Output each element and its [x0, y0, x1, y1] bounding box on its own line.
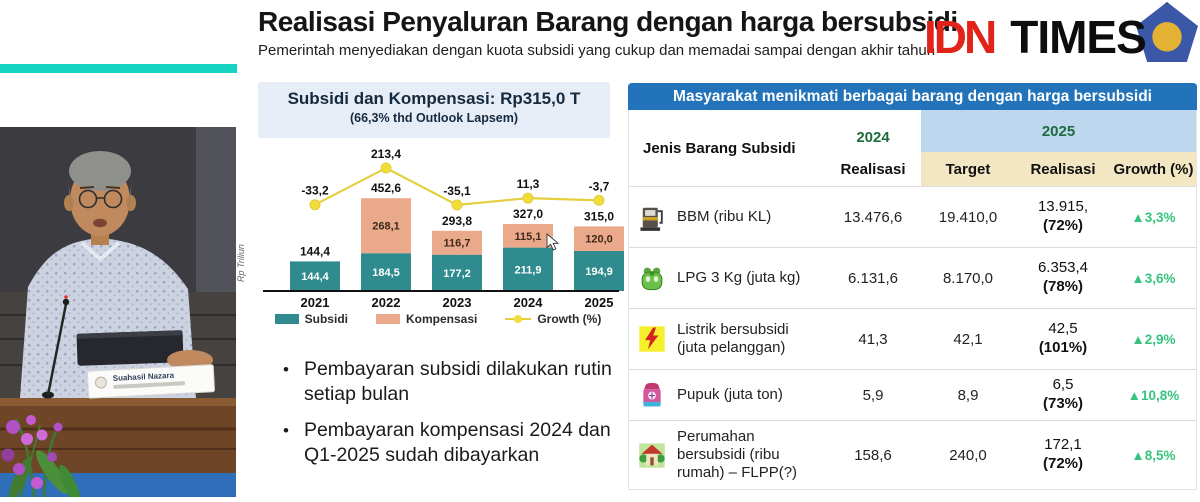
legend-label-growth: Growth (%) — [537, 312, 602, 326]
glasses-icon — [78, 189, 98, 209]
y-axis-label: Rp Triliun — [236, 244, 246, 282]
desk — [0, 398, 236, 473]
svg-text:2021: 2021 — [301, 295, 330, 310]
page-subtitle: Pemerintah menyediakan dengan kuota subs… — [258, 42, 936, 59]
bullet-dot: • — [283, 360, 289, 379]
fertilizer-sack-icon — [643, 382, 661, 407]
table-row-lpg: LPG 3 Kg (juta kg) 6.131,6 8.170,0 6.353… — [629, 247, 1196, 308]
bullet-item: • Pembayaran kompensasi 2024 dan Q1-2025… — [283, 418, 611, 466]
legend-item-kompensasi: Kompensasi — [375, 312, 478, 326]
flowers — [1, 415, 81, 502]
svg-text:268,1: 268,1 — [372, 221, 400, 233]
mouse-cursor — [546, 233, 560, 251]
header-jenis: Jenis Barang Subsidi — [643, 139, 796, 157]
legend-item-growth: Growth (%) — [505, 312, 601, 326]
subsidy-table: Masyarakat menikmati berbagai barang den… — [628, 83, 1197, 490]
svg-text:11,3: 11,3 — [517, 177, 540, 191]
svg-text:177,2: 177,2 — [443, 268, 471, 280]
fuel-pump-icon — [640, 207, 663, 231]
speaker-scene: Suahasil Nazara — [0, 127, 236, 502]
subsidi-swatch — [274, 314, 299, 324]
table-row-pupuk: Pupuk (juta ton) 5,9 8,9 6,5 (73%) ▲10,8… — [629, 369, 1196, 420]
svg-text:293,8: 293,8 — [442, 214, 472, 228]
bullet-list: • Pembayaran subsidi dilakukan rutin set… — [283, 357, 628, 479]
growth-badge: ▲3,3% — [1131, 209, 1176, 225]
teal-accent-stripe — [0, 64, 237, 73]
hair — [69, 151, 131, 191]
speaker-video-feed: Suahasil Nazara — [0, 127, 236, 502]
watermark-times: TIMES — [1010, 11, 1147, 63]
growth-badge: ▲8,5% — [1131, 447, 1176, 463]
svg-text:115,1: 115,1 — [515, 231, 542, 243]
legend-item-subsidi: Subsidi — [274, 312, 348, 326]
svg-text:144,4: 144,4 — [300, 244, 330, 258]
table-header: Jenis Barang Subsidi 2024 Realisasi 2025… — [629, 110, 1196, 186]
nameplate-emblem — [94, 376, 107, 389]
header-realisasi: Realisasi — [1030, 160, 1096, 178]
svg-text:452,6: 452,6 — [371, 181, 401, 195]
growth-badge: ▲3,6% — [1131, 270, 1176, 286]
svg-text:-33,2: -33,2 — [301, 184, 329, 198]
watermark: IDN TIMES — [924, 10, 1147, 64]
chart-title: Subsidi dan Kompensasi: Rp315,0 T — [287, 89, 581, 108]
electricity-icon — [639, 326, 665, 352]
svg-text:2024: 2024 — [514, 295, 544, 310]
header-growth: Growth (%) — [1113, 160, 1194, 178]
svg-text:2022: 2022 — [372, 295, 401, 310]
table-row-perumahan: Perumahan bersubsidi (ribu rumah) – FLPP… — [629, 420, 1196, 489]
bullet-item: • Pembayaran subsidi dilakukan rutin set… — [283, 358, 612, 405]
growth-badge: ▲10,8% — [1127, 387, 1180, 403]
header-2024: 2024 Realisasi — [840, 129, 906, 178]
svg-text:315,0: 315,0 — [584, 209, 614, 223]
kompensasi-swatch — [375, 314, 400, 324]
legend-label-kompensasi: Kompensasi — [405, 312, 478, 326]
chart-title-box: Subsidi dan Kompensasi: Rp315,0 T (66,3%… — [258, 82, 610, 138]
svg-text:120,0: 120,0 — [585, 234, 613, 246]
microphone-icon — [42, 295, 70, 399]
svg-text:-35,1: -35,1 — [443, 184, 471, 198]
growth-badge: ▲2,9% — [1131, 331, 1176, 347]
house-icon — [639, 443, 665, 468]
legend-label-subsidi: Subsidi — [304, 312, 348, 326]
table-row-listrik: Listrik bersubsidi (juta pelanggan) 41,3… — [629, 308, 1196, 369]
svg-text:213,4: 213,4 — [371, 147, 401, 161]
lpg-cylinder-icon — [641, 267, 663, 291]
chart-legend: Subsidi Kompensasi Growth (%) — [258, 312, 618, 326]
header-2025: 2025 Target Realisasi Growth (%) — [921, 110, 1196, 186]
table-row-bbm: BBM (ribu KL) 13.476,6 19.410,0 13.915, … — [629, 186, 1196, 247]
svg-text:144,4: 144,4 — [301, 271, 329, 283]
svg-text:116,7: 116,7 — [444, 238, 471, 250]
svg-text:211,9: 211,9 — [515, 264, 542, 276]
subsidy-chart: 144,4 144,4 -33,2 2021 184,5 268,1 452,6 213,4 2… — [263, 147, 624, 310]
chart-subtitle: (66,3% thd Outlook Lapsem) — [349, 111, 519, 125]
mouth — [93, 218, 107, 228]
laptop — [76, 330, 184, 366]
table-banner: Masyarakat menikmati berbagai barang den… — [628, 83, 1197, 110]
svg-text:194,9: 194,9 — [585, 266, 613, 278]
svg-text:327,0: 327,0 — [513, 207, 543, 221]
nameplate-text: Suahasil Nazara — [113, 371, 175, 383]
svg-text:-3,7: -3,7 — [589, 179, 610, 193]
bullet-dot: • — [283, 420, 289, 440]
svg-text:2023: 2023 — [443, 295, 472, 310]
watermark-idn: IDN — [924, 11, 997, 63]
page-title: Realisasi Penyaluran Barang dengan harga… — [258, 6, 958, 37]
svg-text:184,5: 184,5 — [372, 267, 400, 279]
svg-text:2025: 2025 — [585, 295, 614, 310]
header-target: Target — [945, 160, 991, 178]
growth-swatch — [505, 315, 532, 323]
nameplate: Suahasil Nazara — [86, 364, 215, 399]
